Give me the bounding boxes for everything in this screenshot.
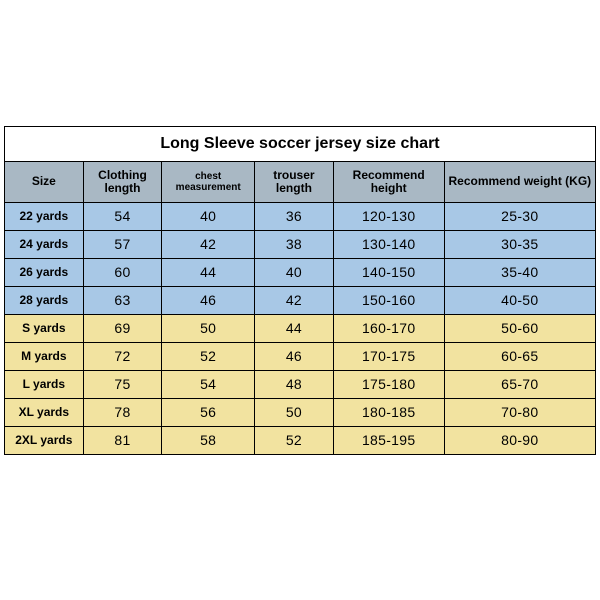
- cell-rech: 175-180: [333, 371, 444, 399]
- cell-chest: 40: [162, 203, 255, 231]
- cell-cloth: 78: [83, 399, 162, 427]
- cell-recw: 30-35: [444, 231, 595, 259]
- cell-rech: 180-185: [333, 399, 444, 427]
- cell-recw: 50-60: [444, 315, 595, 343]
- col-trou: trouser length: [255, 162, 334, 203]
- cell-recw: 70-80: [444, 399, 595, 427]
- cell-recw: 80-90: [444, 427, 595, 455]
- cell-chest: 58: [162, 427, 255, 455]
- col-chest: chest measurement: [162, 162, 255, 203]
- cell-trou: 46: [255, 343, 334, 371]
- cell-size: 26 yards: [5, 259, 84, 287]
- col-cloth: Clothing length: [83, 162, 162, 203]
- cell-trou: 42: [255, 287, 334, 315]
- cell-rech: 185-195: [333, 427, 444, 455]
- cell-cloth: 75: [83, 371, 162, 399]
- cell-trou: 38: [255, 231, 334, 259]
- cell-recw: 35-40: [444, 259, 595, 287]
- cell-rech: 160-170: [333, 315, 444, 343]
- table-row: 28 yards 63 46 42 150-160 40-50: [5, 287, 596, 315]
- cell-recw: 40-50: [444, 287, 595, 315]
- cell-chest: 54: [162, 371, 255, 399]
- cell-size: 2XL yards: [5, 427, 84, 455]
- title-row: Long Sleeve soccer jersey size chart: [5, 127, 596, 162]
- table-row: 24 yards 57 42 38 130-140 30-35: [5, 231, 596, 259]
- cell-chest: 46: [162, 287, 255, 315]
- cell-rech: 140-150: [333, 259, 444, 287]
- cell-chest: 50: [162, 315, 255, 343]
- table-row: L yards 75 54 48 175-180 65-70: [5, 371, 596, 399]
- cell-size: M yards: [5, 343, 84, 371]
- cell-recw: 25-30: [444, 203, 595, 231]
- cell-size: S yards: [5, 315, 84, 343]
- cell-size: L yards: [5, 371, 84, 399]
- cell-cloth: 69: [83, 315, 162, 343]
- cell-cloth: 81: [83, 427, 162, 455]
- cell-chest: 52: [162, 343, 255, 371]
- table-row: XL yards 78 56 50 180-185 70-80: [5, 399, 596, 427]
- cell-recw: 60-65: [444, 343, 595, 371]
- cell-cloth: 57: [83, 231, 162, 259]
- table-row: S yards 69 50 44 160-170 50-60: [5, 315, 596, 343]
- size-chart-table: Long Sleeve soccer jersey size chart Siz…: [4, 126, 596, 455]
- cell-rech: 120-130: [333, 203, 444, 231]
- cell-cloth: 72: [83, 343, 162, 371]
- cell-cloth: 60: [83, 259, 162, 287]
- cell-recw: 65-70: [444, 371, 595, 399]
- cell-size: XL yards: [5, 399, 84, 427]
- cell-size: 28 yards: [5, 287, 84, 315]
- cell-cloth: 54: [83, 203, 162, 231]
- cell-size: 24 yards: [5, 231, 84, 259]
- cell-chest: 42: [162, 231, 255, 259]
- cell-rech: 150-160: [333, 287, 444, 315]
- cell-trou: 44: [255, 315, 334, 343]
- cell-chest: 56: [162, 399, 255, 427]
- table-title: Long Sleeve soccer jersey size chart: [5, 127, 596, 162]
- cell-cloth: 63: [83, 287, 162, 315]
- table-row: 22 yards 54 40 36 120-130 25-30: [5, 203, 596, 231]
- col-recw: Recommend weight (KG): [444, 162, 595, 203]
- table-row: M yards 72 52 46 170-175 60-65: [5, 343, 596, 371]
- header-row: Size Clothing length chest measurement t…: [5, 162, 596, 203]
- col-size: Size: [5, 162, 84, 203]
- cell-trou: 40: [255, 259, 334, 287]
- cell-rech: 170-175: [333, 343, 444, 371]
- col-rech: Recommend height: [333, 162, 444, 203]
- table-row: 2XL yards 81 58 52 185-195 80-90: [5, 427, 596, 455]
- cell-size: 22 yards: [5, 203, 84, 231]
- cell-trou: 48: [255, 371, 334, 399]
- cell-trou: 36: [255, 203, 334, 231]
- cell-trou: 50: [255, 399, 334, 427]
- cell-trou: 52: [255, 427, 334, 455]
- table-row: 26 yards 60 44 40 140-150 35-40: [5, 259, 596, 287]
- cell-chest: 44: [162, 259, 255, 287]
- table: Long Sleeve soccer jersey size chart Siz…: [4, 126, 596, 455]
- cell-rech: 130-140: [333, 231, 444, 259]
